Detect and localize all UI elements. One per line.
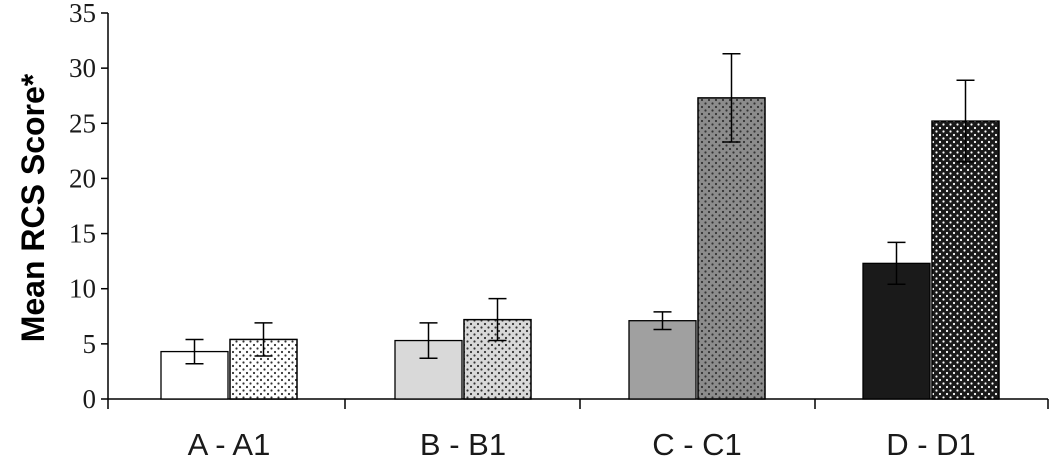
y-tick-label: 30 bbox=[69, 53, 96, 83]
y-tick-label: 0 bbox=[83, 384, 97, 414]
y-tick-label: 15 bbox=[69, 219, 96, 249]
y-tick-label: 5 bbox=[83, 329, 97, 359]
plot-area: 0 5 10 15 20 25 30 35 A - A1 B - B1 C - C1 D - D1 bbox=[69, 0, 1049, 462]
y-tick-label: 35 bbox=[69, 0, 96, 28]
x-category-label: A - A1 bbox=[188, 427, 271, 462]
x-category-label: D - D1 bbox=[886, 427, 976, 462]
bar bbox=[628, 320, 697, 400]
bar-pattern bbox=[697, 97, 766, 400]
y-tick-label: 10 bbox=[69, 274, 96, 304]
bar bbox=[862, 262, 931, 400]
bar-pattern bbox=[931, 120, 1000, 400]
x-category-label: C - C1 bbox=[652, 427, 742, 462]
x-category-label: B - B1 bbox=[420, 427, 506, 462]
y-tick-label: 25 bbox=[69, 108, 96, 138]
y-tick-label: 20 bbox=[69, 163, 96, 193]
y-axis-title: Mean RCS Score* bbox=[15, 73, 51, 342]
